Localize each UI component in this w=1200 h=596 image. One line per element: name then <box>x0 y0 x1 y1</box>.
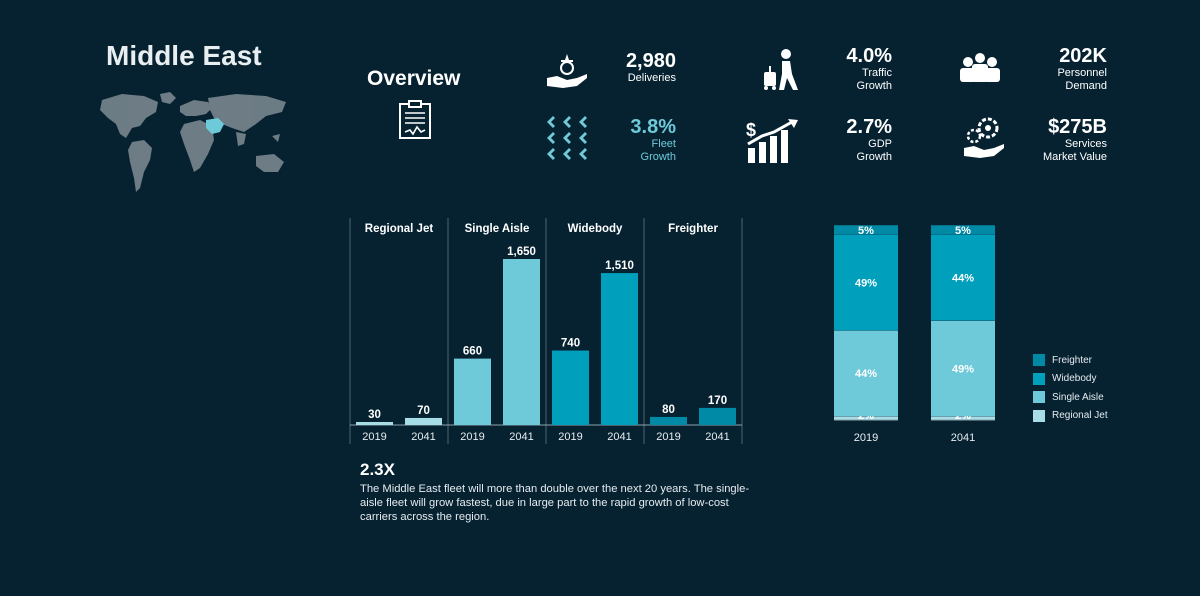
traveler-icon <box>764 49 798 90</box>
bar <box>405 417 442 425</box>
legend-item: Widebody <box>1033 370 1108 389</box>
category-label: Widebody <box>568 223 623 235</box>
stat-value: 3.8% <box>630 116 676 138</box>
x-tick-label: 2041 <box>411 431 435 443</box>
bar-value-label: 660 <box>463 346 482 358</box>
stat-label: Fleet <box>651 138 676 150</box>
growth-chart-icon: $ <box>746 119 798 163</box>
stat-services-market-value: $275B Services Market Value <box>1000 116 1107 164</box>
summary-value: 2.3X <box>360 460 395 479</box>
stat-label: Deliveries <box>627 72 676 84</box>
legend-label: Single Aisle <box>1052 391 1104 403</box>
hand-with-plane-icon <box>547 54 587 88</box>
category-label: Freighter <box>668 223 718 235</box>
stat-label: Growth <box>640 151 676 163</box>
bar-value-label: 30 <box>368 409 381 421</box>
stat-value: 202K <box>1059 45 1107 67</box>
category-label: Regional Jet <box>365 223 434 235</box>
stat-deliveries: 2,980 Deliveries <box>580 50 676 85</box>
world-map-icon <box>100 92 286 192</box>
bar-value-label: 70 <box>417 405 430 417</box>
x-tick-label: 2019 <box>362 431 386 443</box>
x-tick-label: 2041 <box>607 431 631 443</box>
x-tick-label: 2041 <box>705 431 729 443</box>
legend-label: Freighter <box>1052 354 1093 366</box>
stat-label: Traffic <box>862 67 892 79</box>
legend-swatch <box>1033 391 1045 404</box>
legend-item: Regional Jet <box>1033 407 1108 426</box>
legend-item: Single Aisle <box>1033 388 1108 407</box>
bar <box>454 358 491 425</box>
stat-label: GDP <box>868 138 892 150</box>
bar-value-label: 740 <box>561 338 580 350</box>
region-title: Middle East <box>106 40 262 71</box>
clipboard-icon <box>399 100 431 139</box>
stat-value: 4.0% <box>846 45 892 67</box>
personnel-icon <box>960 53 1000 82</box>
legend-swatch <box>1033 409 1045 422</box>
stat-gdp-growth: 2.7% GDP Growth <box>796 116 892 164</box>
bar-value-label: 1,510 <box>605 260 634 272</box>
bar <box>356 421 393 425</box>
overview-title: Overview <box>367 67 461 90</box>
x-tick-label: 2019 <box>558 431 582 443</box>
stat-label: Services <box>1064 138 1107 150</box>
bar <box>699 407 736 425</box>
stat-fleet-growth: 3.8% Fleet Growth <box>580 116 676 164</box>
stat-traffic-growth: 4.0% Traffic Growth <box>796 45 892 93</box>
legend-item: Freighter <box>1033 351 1108 370</box>
bar-value-label: 1,650 <box>507 246 536 258</box>
x-tick-label: 2019 <box>460 431 484 443</box>
stat-personnel-demand: 202K Personnel Demand <box>1000 45 1107 93</box>
x-tick-label: 2019 <box>656 431 680 443</box>
stat-value: 2,980 <box>625 50 676 72</box>
services-icon <box>964 117 1004 158</box>
summary-text: The Middle East fleet will more than dou… <box>360 483 750 523</box>
stat-label: Demand <box>1065 80 1107 92</box>
bar <box>503 259 540 425</box>
bar <box>650 416 687 425</box>
stat-label: Market Value <box>1043 151 1107 163</box>
legend-label: Widebody <box>1052 373 1097 385</box>
stat-label: Personnel <box>1057 67 1107 79</box>
stat-label: Growth <box>856 151 892 163</box>
bar <box>552 350 589 425</box>
legend-swatch <box>1033 372 1045 385</box>
bar-value-label: 170 <box>708 395 727 407</box>
chart-legend: Freighter Widebody Single Aisle Regional Je… <box>1033 351 1108 425</box>
svg-text:$: $ <box>746 120 756 140</box>
stat-value: 2.7% <box>846 116 892 138</box>
plane-fleet-icon <box>547 116 587 160</box>
legend-swatch <box>1033 354 1045 367</box>
bar <box>601 273 638 425</box>
stat-label: Growth <box>856 80 892 92</box>
bar-value-label: 80 <box>662 404 675 416</box>
stat-value: $275B <box>1048 116 1107 138</box>
category-label: Single Aisle <box>465 223 530 235</box>
legend-label: Regional Jet <box>1052 410 1108 422</box>
x-tick-label: 2041 <box>509 431 533 443</box>
